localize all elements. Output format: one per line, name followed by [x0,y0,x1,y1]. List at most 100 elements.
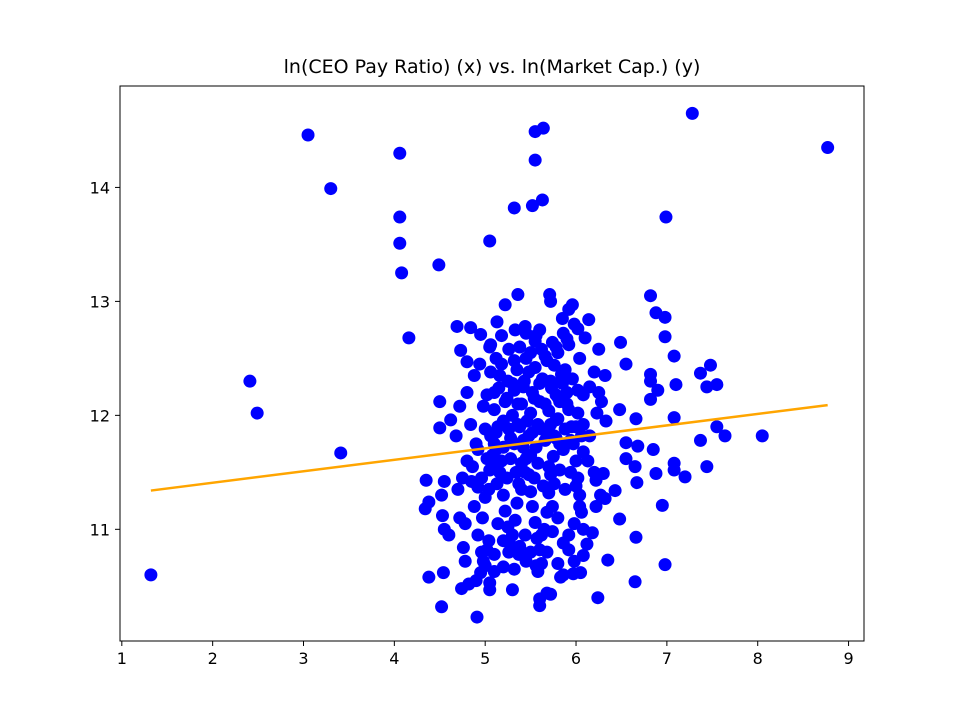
data-point [669,378,683,392]
data-point [558,482,572,496]
data-point [515,482,529,496]
data-point [551,346,565,360]
data-point [467,368,481,382]
data-point [544,587,558,601]
data-point [525,500,539,514]
data-point [544,294,558,308]
data-point [324,182,338,196]
data-point [505,583,519,597]
data-point [562,543,576,557]
data-point [545,525,559,539]
x-tick-label: 7 [662,649,672,668]
data-point [301,128,315,142]
data-point [667,349,681,363]
data-point [527,391,541,405]
data-point [592,342,606,356]
data-point [608,484,622,498]
data-point [619,452,633,466]
data-point [507,354,521,368]
data-point [435,488,449,502]
data-point [667,411,681,425]
data-point [433,395,447,409]
data-point [436,566,450,580]
data-point [565,372,579,386]
data-point [535,528,549,542]
data-point [511,288,525,302]
data-point [629,530,643,544]
data-point [551,557,565,571]
data-point [547,477,561,491]
data-point [496,560,510,574]
data-point [628,575,642,589]
data-point [509,465,523,479]
data-point [453,399,467,413]
x-tick-label: 2 [208,649,218,668]
data-point [393,236,407,250]
data-point [619,357,633,371]
data-point [458,554,472,568]
data-point [710,420,724,434]
data-point [442,528,456,542]
data-point [513,539,527,553]
data-point [498,504,512,518]
data-point [500,391,514,405]
data-point [393,146,407,160]
x-tick-label: 1 [117,649,127,668]
data-point [531,456,545,470]
data-point [489,351,503,365]
data-point [470,610,484,624]
data-point [482,482,496,496]
data-point [644,392,658,406]
data-point [658,558,672,572]
data-point [522,365,536,379]
data-point [144,568,158,582]
data-point [718,429,732,443]
x-tick-label: 4 [389,649,399,668]
data-point [475,511,489,525]
data-point [544,417,558,431]
data-point [458,517,472,531]
data-point [587,465,601,479]
data-point [535,193,549,207]
data-point [535,342,549,356]
data-point [455,471,469,485]
data-point [587,365,601,379]
data-point [516,380,530,394]
data-point [505,376,519,390]
data-point [703,358,717,372]
data-point [755,429,769,443]
data-point [483,583,497,597]
data-point [555,311,569,325]
data-point [545,500,559,514]
data-point [491,517,505,531]
data-point [538,397,552,411]
data-point [471,528,485,542]
y-tick-label: 11 [90,520,110,539]
data-point [601,553,615,567]
data-point [576,445,590,459]
data-point [450,319,464,333]
fit-line [150,403,828,492]
data-point [591,591,605,605]
data-point [562,338,576,352]
data-point [527,471,541,485]
data-point [460,386,474,400]
data-point [678,470,692,484]
data-point [437,474,451,488]
data-point [393,210,407,224]
data-point [504,452,518,466]
data-point [435,509,449,523]
data-point [582,313,596,327]
data-point [536,121,550,135]
data-point [619,436,633,450]
data-point [540,354,554,368]
data-point [491,420,505,434]
data-point [589,500,603,514]
data-point [513,340,527,354]
data-point [644,289,658,303]
data-point [567,554,581,568]
data-point [525,199,539,213]
data-point [558,422,572,436]
data-point [540,545,554,559]
